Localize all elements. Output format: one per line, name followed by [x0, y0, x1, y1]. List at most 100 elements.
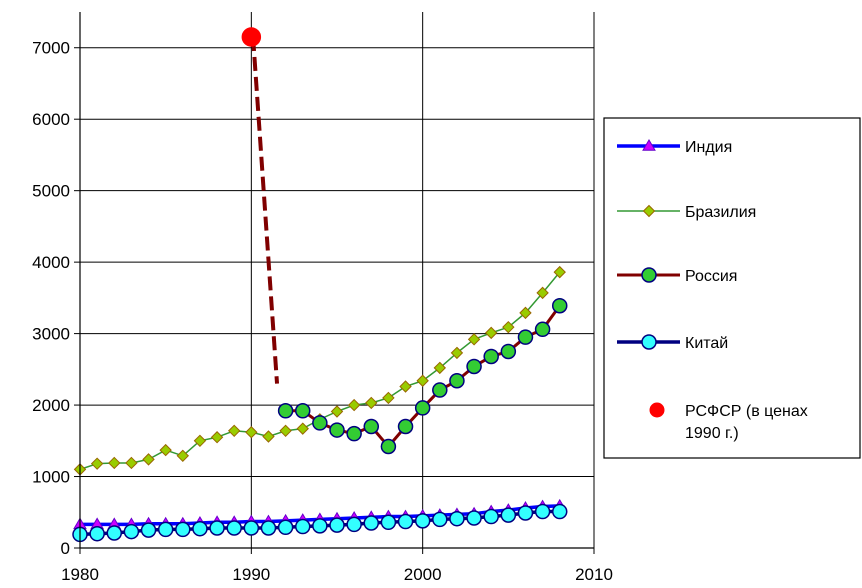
series-group — [72, 27, 568, 543]
data-point — [294, 518, 311, 535]
data-point — [450, 346, 464, 360]
data-point — [347, 398, 361, 412]
data-point — [241, 27, 262, 47]
data-point — [346, 516, 362, 533]
y-tick-label: 7000 — [32, 39, 70, 58]
y-tick-label: 6000 — [32, 110, 70, 129]
data-point — [380, 514, 397, 531]
legend-box — [603, 117, 861, 459]
legend-item: Китай — [617, 334, 728, 352]
data-point — [483, 508, 499, 525]
data-point — [142, 453, 155, 466]
y-tick-label: 0 — [61, 539, 70, 558]
data-point — [397, 513, 414, 530]
data-point — [382, 391, 395, 405]
data-point — [176, 449, 190, 463]
data-point — [500, 343, 517, 360]
data-point — [467, 333, 481, 346]
legend-item: РСФСР (в ценах 1990 г.) — [649, 402, 808, 442]
data-point — [125, 456, 138, 470]
series-4 — [241, 27, 262, 47]
data-point — [312, 415, 328, 431]
data-point — [517, 505, 534, 521]
legend: Индия Бразилия Россия Китай РСФСР (в ценах 19… — [603, 117, 861, 459]
data-point — [432, 382, 448, 398]
legend-marker — [642, 139, 656, 151]
data-point — [502, 320, 515, 334]
data-point — [414, 513, 431, 529]
data-point — [227, 424, 241, 438]
data-point — [380, 438, 397, 455]
data-point — [243, 520, 260, 536]
data-point — [106, 525, 123, 541]
data-point — [500, 507, 517, 523]
data-point — [226, 520, 242, 536]
data-point — [363, 515, 380, 531]
data-point — [210, 431, 224, 444]
legend-label: Китай — [685, 335, 728, 352]
data-point — [329, 422, 345, 438]
legend-marker — [641, 267, 657, 283]
data-point — [279, 424, 292, 438]
data-point — [551, 503, 568, 520]
data-point — [245, 426, 258, 439]
data-point — [175, 521, 191, 538]
data-point — [260, 520, 277, 536]
data-point — [466, 510, 482, 526]
data-point — [551, 297, 568, 314]
data-point — [140, 522, 157, 538]
data-point — [363, 418, 380, 435]
legend-marker — [642, 204, 656, 218]
data-point — [397, 418, 414, 435]
x-tick-label: 2000 — [404, 565, 442, 584]
connector-line — [251, 36, 280, 384]
data-point — [157, 521, 174, 538]
data-point — [193, 434, 207, 448]
data-point — [534, 321, 551, 338]
data-point — [329, 517, 345, 533]
x-tick-label: 1980 — [61, 565, 99, 584]
y-tick-label: 2000 — [32, 396, 70, 415]
data-point — [312, 518, 328, 534]
x-tick-label: 1990 — [232, 565, 270, 584]
y-tick-label: 3000 — [32, 325, 70, 344]
legend-label: Индия — [685, 139, 732, 156]
legend-label: Россия — [685, 268, 737, 285]
legend-item: Бразилия — [617, 204, 756, 221]
data-point — [416, 374, 429, 387]
data-point — [414, 400, 431, 416]
x-tick-label: 2010 — [575, 565, 613, 584]
grid — [80, 12, 595, 548]
legend-item: Индия — [617, 139, 732, 156]
legend-marker — [649, 402, 665, 418]
data-point — [449, 373, 465, 389]
data-point — [277, 403, 294, 419]
series-3 — [72, 503, 568, 543]
data-point — [449, 510, 465, 527]
data-point — [262, 430, 275, 443]
data-point — [365, 396, 378, 410]
legend-item: Россия — [617, 267, 737, 285]
data-point — [432, 511, 448, 528]
data-point — [399, 380, 412, 393]
data-point — [192, 520, 208, 537]
data-point — [277, 519, 294, 536]
data-point — [534, 503, 551, 520]
y-tick-label: 5000 — [32, 182, 70, 201]
data-point — [466, 358, 482, 375]
data-point — [433, 361, 447, 375]
axes — [74, 12, 595, 554]
tick-labels: 0 1000 2000 3000 4000 5000 6000 7000 1980 1990 200… — [32, 39, 613, 584]
series-2 — [277, 297, 568, 455]
data-point — [346, 425, 362, 442]
data-point — [296, 422, 309, 435]
data-point — [517, 329, 534, 345]
data-point — [108, 456, 121, 470]
data-point — [483, 348, 499, 365]
legend-marker — [641, 334, 657, 350]
y-tick-label: 4000 — [32, 253, 70, 272]
rsfsr-russia-connector — [251, 36, 280, 384]
data-point — [209, 520, 225, 536]
data-point — [123, 523, 140, 540]
